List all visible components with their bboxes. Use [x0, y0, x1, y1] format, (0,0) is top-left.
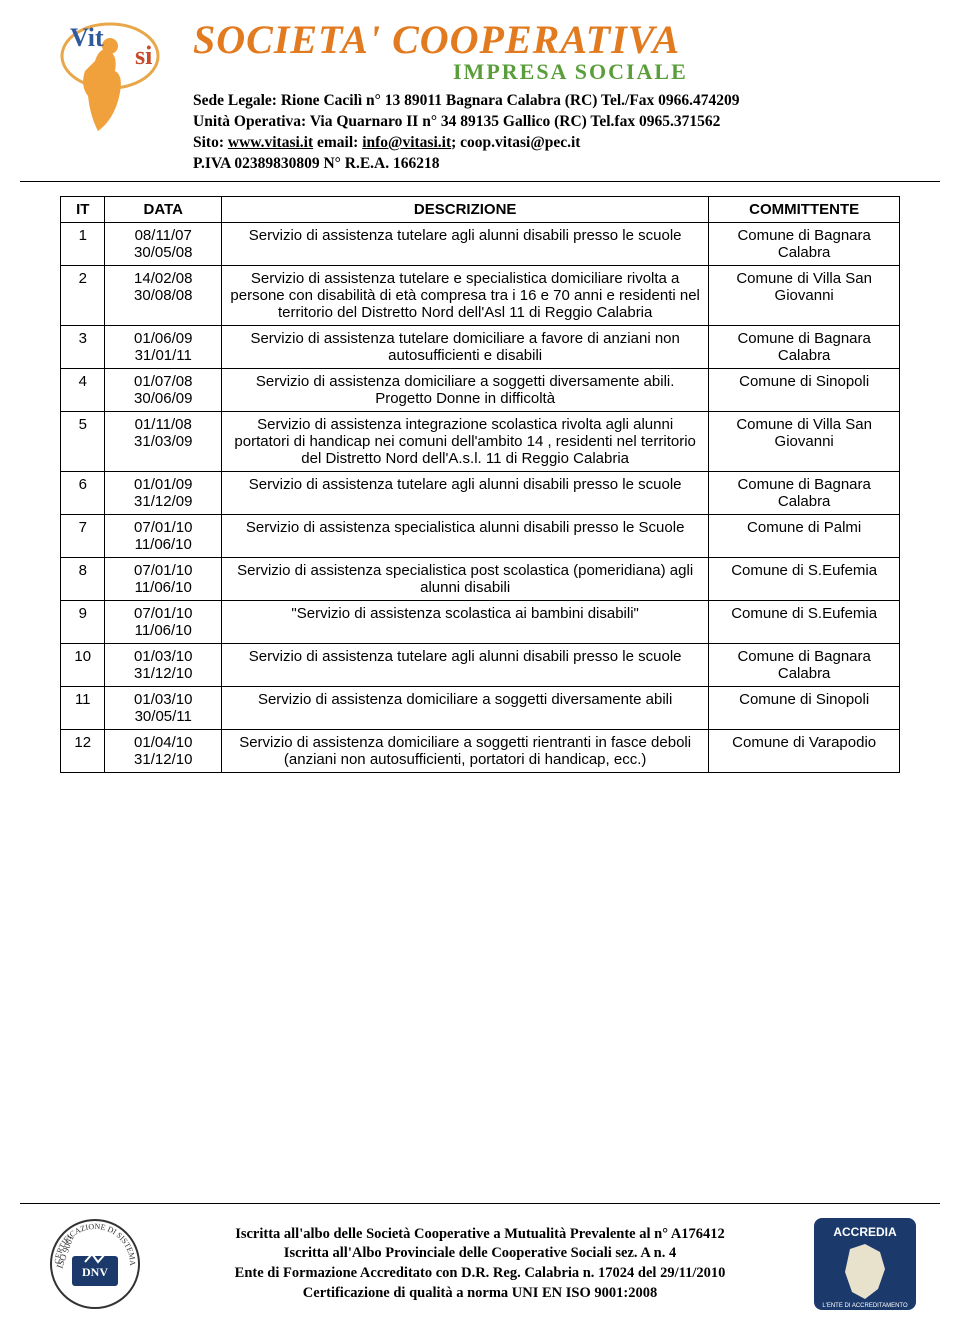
col-data-header: DATA [105, 196, 222, 222]
cell-data: 01/07/08 30/06/09 [105, 368, 222, 411]
cell-desc: Servizio di assistenza tutelare agli alu… [222, 643, 709, 686]
cell-data: 07/01/10 11/06/10 [105, 600, 222, 643]
footer-line4: Certificazione di qualità a norma UNI EN… [168, 1284, 792, 1304]
cell-data: 07/01/10 11/06/10 [105, 514, 222, 557]
table-row: 214/02/08 30/08/08Servizio di assistenza… [61, 265, 900, 325]
cell-desc: Servizio di assistenza domiciliare a sog… [222, 368, 709, 411]
address-line1: Sede Legale: Rione Cacilì n° 13 89011 Ba… [193, 91, 920, 112]
table-row: 1101/03/10 30/05/11Servizio di assistenz… [61, 686, 900, 729]
cell-desc: Servizio di assistenza domiciliare a sog… [222, 686, 709, 729]
cell-data: 08/11/07 30/05/08 [105, 222, 222, 265]
cell-data: 01/03/10 30/05/11 [105, 686, 222, 729]
svg-text:DNV: DNV [82, 1265, 108, 1279]
cell-it: 9 [61, 600, 105, 643]
cell-it: 3 [61, 325, 105, 368]
cell-desc: Servizio di assistenza integrazione scol… [222, 411, 709, 471]
col-comm-header: COMMITTENTE [709, 196, 900, 222]
table-row: 301/06/09 31/01/11Servizio di assistenza… [61, 325, 900, 368]
cell-it: 1 [61, 222, 105, 265]
cell-data: 01/11/08 31/03/09 [105, 411, 222, 471]
svg-text:L'ENTE DI ACCREDITAMENTO: L'ENTE DI ACCREDITAMENTO [822, 1303, 908, 1309]
cell-data: 01/03/10 31/12/10 [105, 643, 222, 686]
address-line3: Sito: www.vitasi.it email: info@vitasi.i… [193, 133, 920, 154]
cell-desc: Servizio di assistenza specialistica alu… [222, 514, 709, 557]
site-link[interactable]: www.vitasi.it [228, 134, 313, 151]
brand-main: SOCIETA' COOPERATIVA [193, 16, 920, 63]
cell-comm: Comune di Bagnara Calabra [709, 222, 900, 265]
table-row: 401/07/08 30/06/09Servizio di assistenza… [61, 368, 900, 411]
cell-it: 5 [61, 411, 105, 471]
cell-it: 10 [61, 643, 105, 686]
cell-data: 01/06/09 31/01/11 [105, 325, 222, 368]
page-footer: CERTIFICAZIONE DI SISTEMA QUALITÀ DNV IS… [0, 1214, 960, 1314]
iso-badge-icon: CERTIFICAZIONE DI SISTEMA QUALITÀ DNV IS… [40, 1214, 150, 1314]
accredia-badge-icon: ACCREDIA L'ENTE DI ACCREDITAMENTO [810, 1214, 920, 1314]
cell-desc: Servizio di assistenza tutelare agli alu… [222, 222, 709, 265]
cell-comm: Comune di Palmi [709, 514, 900, 557]
address-line4: P.IVA 02389830809 N° R.E.A. 166218 [193, 154, 920, 175]
col-it-header: IT [61, 196, 105, 222]
cell-comm: Comune di Varapodio [709, 729, 900, 772]
company-logo: Vit si [40, 16, 175, 151]
cell-it: 12 [61, 729, 105, 772]
svg-text:ACCREDIA: ACCREDIA [833, 1225, 897, 1239]
table-row: 1001/03/10 31/12/10Servizio di assistenz… [61, 643, 900, 686]
header-text-block: SOCIETA' COOPERATIVA IMPRESA SOCIALE Sed… [185, 16, 920, 175]
table-row: 907/01/10 11/06/10"Servizio di assistenz… [61, 600, 900, 643]
footer-line2: Iscritta all'Albo Provinciale delle Coop… [168, 1244, 792, 1264]
address-block: Sede Legale: Rione Cacilì n° 13 89011 Ba… [193, 91, 920, 175]
cell-it: 11 [61, 686, 105, 729]
services-table: IT DATA DESCRIZIONE COMMITTENTE 108/11/0… [60, 196, 900, 773]
col-desc-header: DESCRIZIONE [222, 196, 709, 222]
cell-comm: Comune di Villa San Giovanni [709, 265, 900, 325]
cell-it: 2 [61, 265, 105, 325]
cell-comm: Comune di Bagnara Calabra [709, 471, 900, 514]
cell-comm: Comune di Sinopoli [709, 368, 900, 411]
cell-data: 07/01/10 11/06/10 [105, 557, 222, 600]
cell-desc: Servizio di assistenza specialistica pos… [222, 557, 709, 600]
table-row: 601/01/09 31/12/09Servizio di assistenza… [61, 471, 900, 514]
footer-rule [20, 1203, 940, 1204]
logo-vit-text: Vit [70, 23, 104, 52]
address-line2: Unità Operativa: Via Quarnaro II n° 34 8… [193, 112, 920, 133]
footer-line1: Iscritta all'albo delle Società Cooperat… [168, 1225, 792, 1245]
cell-desc: Servizio di assistenza tutelare domicili… [222, 325, 709, 368]
cell-comm: Comune di Villa San Giovanni [709, 411, 900, 471]
cell-desc: Servizio di assistenza domiciliare a sog… [222, 729, 709, 772]
footer-text: Iscritta all'albo delle Società Cooperat… [168, 1225, 792, 1303]
table-header-row: IT DATA DESCRIZIONE COMMITTENTE [61, 196, 900, 222]
cell-comm: Comune di Bagnara Calabra [709, 325, 900, 368]
cell-comm: Comune di S.Eufemia [709, 557, 900, 600]
page-header: Vit si SOCIETA' COOPERATIVA IMPRESA SOCI… [0, 0, 960, 181]
email-link[interactable]: info@vitasi.it [362, 134, 451, 151]
logo-si-text: si [135, 41, 152, 70]
table-row: 108/11/07 30/05/08Servizio di assistenza… [61, 222, 900, 265]
cell-data: 14/02/08 30/08/08 [105, 265, 222, 325]
table-row: 1201/04/10 31/12/10Servizio di assistenz… [61, 729, 900, 772]
cell-desc: "Servizio di assistenza scolastica ai ba… [222, 600, 709, 643]
cell-data: 01/01/09 31/12/09 [105, 471, 222, 514]
cell-it: 4 [61, 368, 105, 411]
cell-comm: Comune di Sinopoli [709, 686, 900, 729]
table-row: 707/01/10 11/06/10Servizio di assistenza… [61, 514, 900, 557]
cell-it: 7 [61, 514, 105, 557]
footer-line3: Ente di Formazione Accreditato con D.R. … [168, 1264, 792, 1284]
table-row: 501/11/08 31/03/09Servizio di assistenza… [61, 411, 900, 471]
cell-comm: Comune di Bagnara Calabra [709, 643, 900, 686]
cell-desc: Servizio di assistenza tutelare e specia… [222, 265, 709, 325]
table-row: 807/01/10 11/06/10Servizio di assistenza… [61, 557, 900, 600]
header-rule [20, 181, 940, 182]
cell-it: 8 [61, 557, 105, 600]
cell-comm: Comune di S.Eufemia [709, 600, 900, 643]
cell-desc: Servizio di assistenza tutelare agli alu… [222, 471, 709, 514]
cell-data: 01/04/10 31/12/10 [105, 729, 222, 772]
cell-it: 6 [61, 471, 105, 514]
